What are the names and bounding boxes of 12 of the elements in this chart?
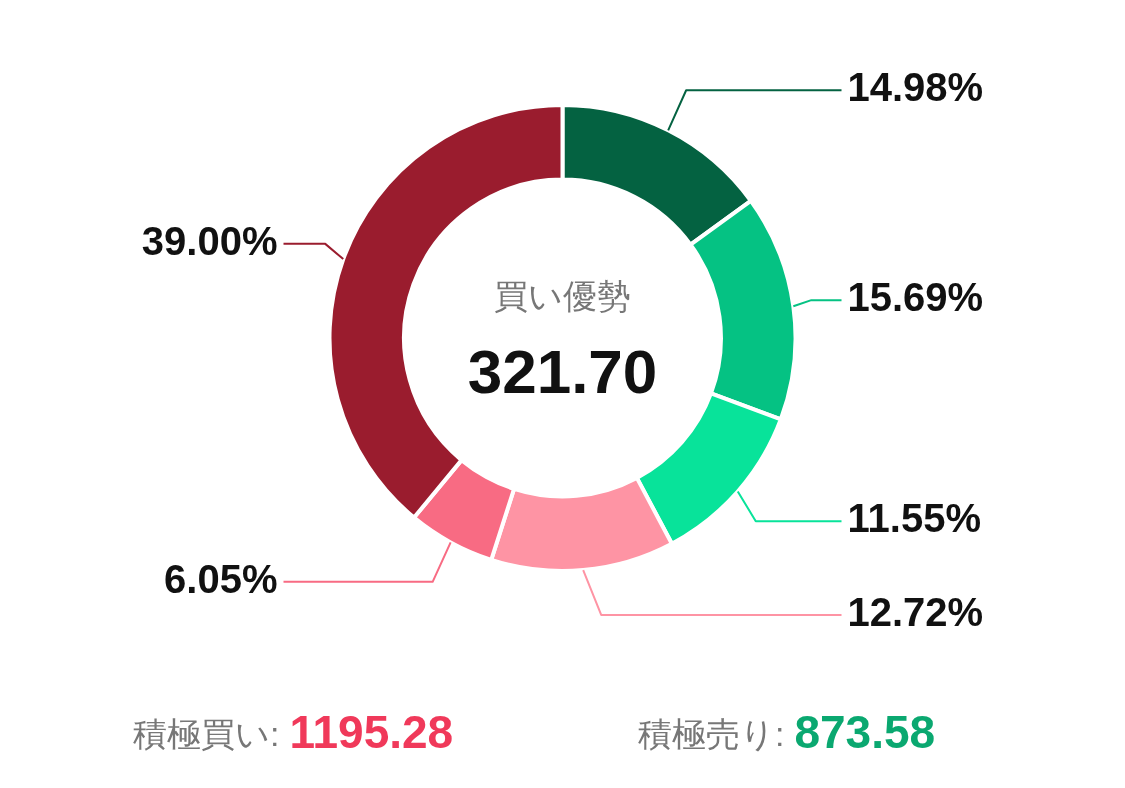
- text: 1195.28: [289, 706, 454, 758]
- text: 買い優勢: [494, 277, 631, 315]
- data-label: 11.55%: [847, 496, 981, 541]
- data-label: 6.05%: [164, 556, 278, 601]
- data-label: 39.00%: [141, 218, 278, 263]
- data-label: 15.69%: [847, 275, 984, 320]
- data-label: 12.72%: [847, 589, 984, 634]
- data-label: 14.98%: [847, 65, 984, 110]
- text: 積極買い:: [133, 715, 280, 753]
- text: 321.70: [467, 337, 658, 406]
- text: 873.58: [794, 706, 936, 758]
- text: 積極売り:: [638, 715, 785, 753]
